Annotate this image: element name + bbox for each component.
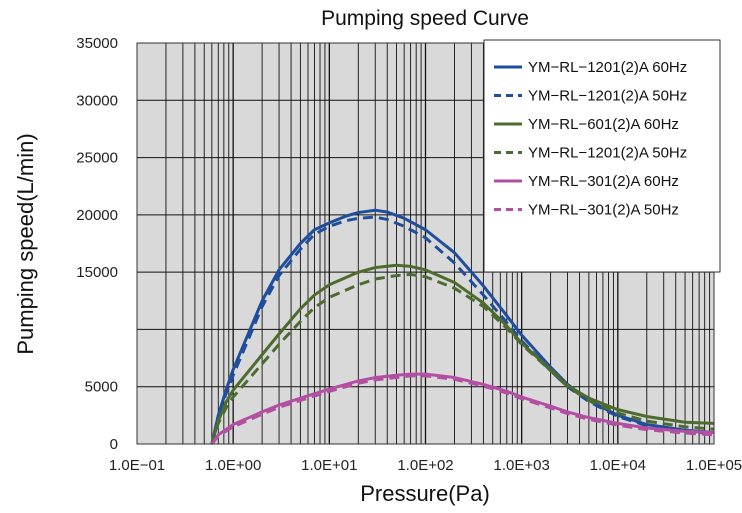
y-tick-label: 25000 — [76, 150, 118, 167]
y-axis-title: Pumping speed(L/min) — [13, 133, 38, 354]
x-tick-labels: 1.0E−01 1.0E+00 1.0E+01 1.0E+02 1.0E+03 1.0E+… — [109, 457, 742, 474]
y-tick-label: 15000 — [76, 264, 118, 281]
x-tick-label: 1.0E−01 — [109, 457, 165, 474]
x-axis-title: Pressure(Pa) — [360, 481, 490, 506]
chart-title: Pumping speed Curve — [321, 7, 529, 30]
x-tick-label: 1.0E+03 — [494, 457, 550, 474]
legend-label: YM−RL−1201(2)A 60Hz — [528, 59, 687, 76]
x-tick-label: 1.0E+04 — [590, 457, 646, 474]
series-line-3 — [210, 263, 715, 445]
legend-label: YM−RL−1201(2)A 50Hz — [528, 145, 687, 162]
legend-label: YM−RL−601(2)A 60Hz — [528, 116, 679, 133]
legend-box — [483, 39, 721, 273]
legend-label: YM−RL−301(2)A 50Hz — [528, 202, 679, 219]
series-layer — [210, 208, 715, 445]
y-tick-labels: 0 5000 15000 20000 25000 30000 35000 — [76, 35, 118, 453]
series-line-2 — [210, 215, 715, 445]
legend: YM−RL−1201(2)A 60Hz YM−RL−1201(2)A 50Hz YM… — [483, 39, 721, 273]
x-tick-label: 1.0E+00 — [205, 457, 261, 474]
x-tick-label: 1.0E+05 — [686, 457, 742, 474]
y-tick-label: 5000 — [85, 379, 118, 396]
series-line-6 — [210, 374, 715, 445]
series-line-5 — [210, 372, 715, 445]
y-tick-label: 20000 — [76, 207, 118, 224]
y-tick-label: 35000 — [76, 35, 118, 52]
x-tick-label: 1.0E+02 — [397, 457, 453, 474]
legend-label: YM−RL−1201(2)A 50Hz — [528, 88, 687, 105]
series-line-4 — [210, 272, 715, 445]
y-tick-label: 30000 — [76, 92, 118, 109]
x-tick-label: 1.0E+01 — [301, 457, 357, 474]
legend-label: YM−RL−301(2)A 60Hz — [528, 173, 679, 190]
y-tick-label: 0 — [110, 436, 118, 453]
